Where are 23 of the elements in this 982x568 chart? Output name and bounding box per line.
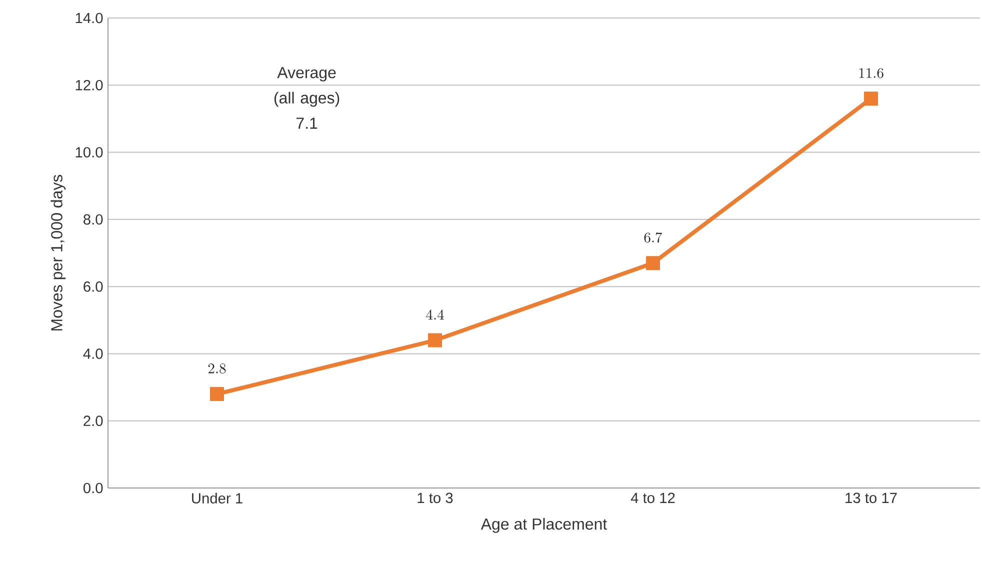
y-tick-label: 4.0	[83, 348, 103, 359]
point	[210, 386, 224, 401]
x-tick-label: Under 1	[192, 492, 242, 504]
data-label: 11 .6	[859, 68, 884, 78]
x-tick-label: 13 to 17	[846, 492, 897, 504]
x-tick-label: 1 to 3	[418, 492, 453, 504]
annotation: Average (all ages) 7.1	[274, 67, 340, 129]
data-label: 2.8	[208, 364, 226, 374]
y-tick-label: 8.0	[84, 214, 103, 225]
point	[428, 333, 442, 348]
point	[864, 92, 878, 106]
point	[646, 256, 660, 270]
x-tick-label: 4 to 12	[630, 492, 675, 504]
x-axis-title: Age at Placement	[480, 518, 608, 533]
y-axis-title: Moves per 1,000 days	[50, 174, 66, 330]
y-tick-label: 14.0	[76, 12, 103, 24]
data-label: 4.4	[426, 310, 444, 320]
data-label: 6.7	[644, 232, 662, 243]
y-tick-label: 12.0	[76, 80, 103, 90]
y-tick-label: 0.0	[83, 482, 103, 494]
y-tick-label: 2.0	[84, 416, 103, 426]
y-tick-label: 6.0	[84, 281, 103, 292]
y-tick-label: 10.0	[76, 147, 103, 158]
